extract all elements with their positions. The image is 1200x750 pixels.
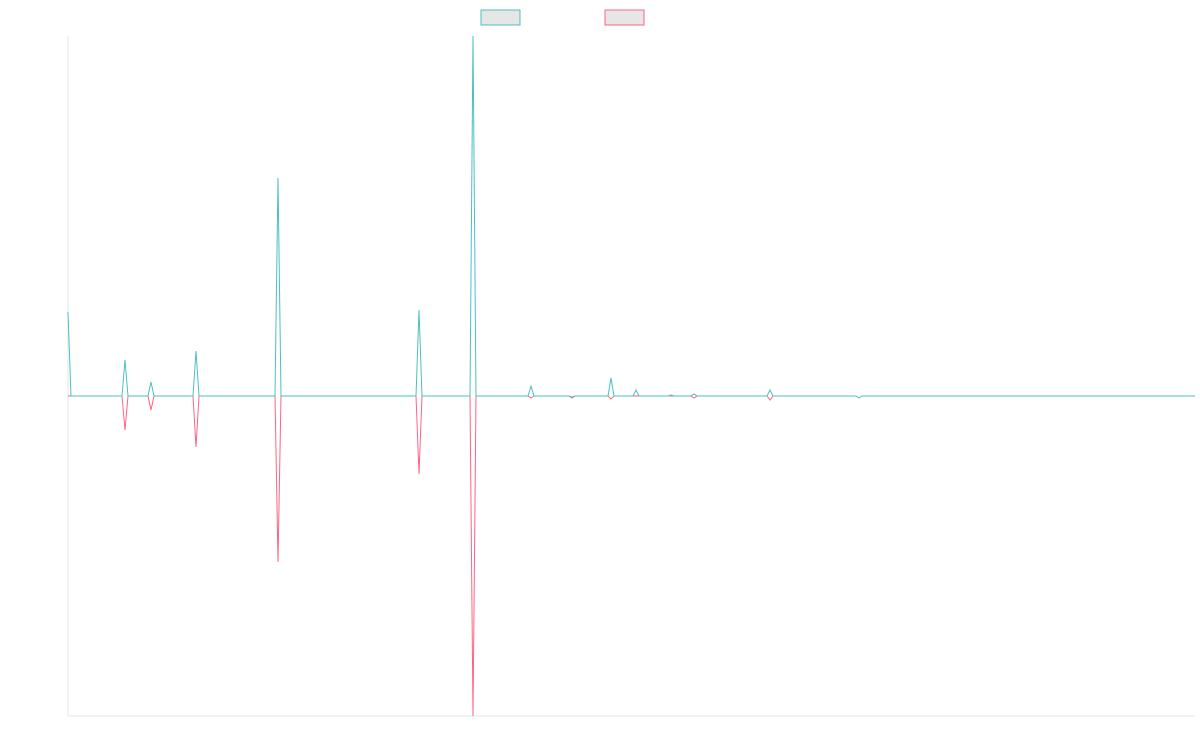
series-line	[67, 35, 1195, 399]
legend-swatch[interactable]	[604, 9, 645, 26]
legend-swatch[interactable]	[480, 9, 521, 26]
series-line	[68, 395, 856, 717]
